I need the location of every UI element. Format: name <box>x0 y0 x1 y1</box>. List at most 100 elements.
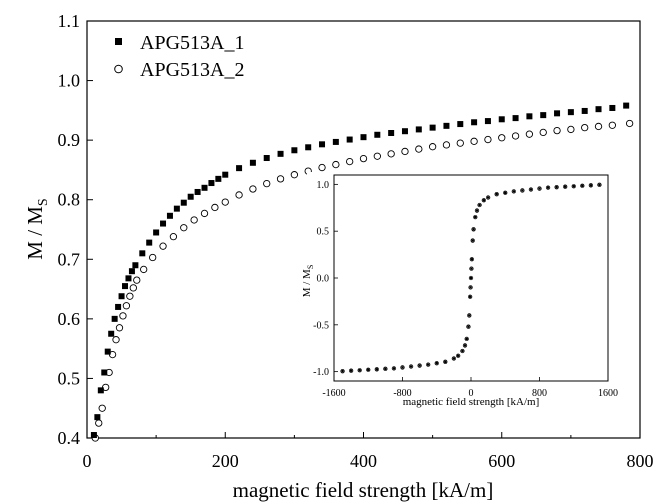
data-point-apg513a-1 <box>166 212 173 219</box>
data-point-apg513a-2 <box>122 302 131 310</box>
data-point-apg513a-1 <box>94 414 101 421</box>
data-point-apg513a-1 <box>215 175 222 182</box>
inset-data-point-square <box>482 199 486 202</box>
data-point-apg513a-1 <box>360 134 367 141</box>
data-point-apg513a-1 <box>236 165 243 172</box>
data-point-apg513a-1 <box>263 155 270 162</box>
data-point-apg513a-2 <box>211 203 219 212</box>
inset-y-tick-label: 1.0 <box>317 180 330 191</box>
data-point-apg513a-1 <box>374 131 381 138</box>
main-x-tick-label: 400 <box>350 451 377 471</box>
main-data-points <box>90 102 634 442</box>
data-point-apg513a-2 <box>387 150 395 158</box>
inset-x-tick-label: -800 <box>393 388 411 399</box>
inset-data-point-square <box>452 357 456 360</box>
main-axis-ticks: 0 200 400 600 800 0.4 0.5 0.6 0.7 0.8 0.9 1.0 1.1 <box>58 11 654 471</box>
inset-data-point-square <box>469 276 473 280</box>
inset-axis-ticks: -1600 -800 0 800 1600 -1.0 -0.5 0.0 0.5 1.0 <box>313 180 618 399</box>
inset-x-tick-label: -1600 <box>322 388 345 399</box>
data-point-apg513a-1 <box>208 180 215 187</box>
data-point-apg513a-1 <box>623 102 630 109</box>
inset-data-point-square <box>426 363 430 366</box>
inset-data-point-square <box>529 188 533 191</box>
data-point-apg513a-2 <box>332 160 340 169</box>
main-y-tick-label: 0.6 <box>58 309 81 329</box>
data-point-apg513a-2 <box>200 209 209 218</box>
data-point-apg513a-1 <box>132 262 139 269</box>
inset-data-point-square <box>341 369 344 373</box>
data-point-apg513a-2 <box>594 122 603 131</box>
inset-data-point-square <box>375 368 379 371</box>
data-point-apg513a-1 <box>104 348 111 355</box>
main-x-tick-label: 600 <box>488 451 515 471</box>
main-chart: 0 200 400 600 800 0.4 0.5 0.6 0.7 0.8 0.9 1.0 1.1 ma… <box>23 11 654 502</box>
inset-data-point-square <box>469 286 472 289</box>
data-point-apg513a-1 <box>429 124 436 131</box>
inset-x-axis-label: magnetic field strength [kA/m] <box>403 396 540 408</box>
main-x-tick-label: 200 <box>212 451 239 471</box>
main-y-tick-label: 1.0 <box>58 71 81 91</box>
data-point-apg513a-1 <box>291 147 298 154</box>
main-y-tick-label: 0.4 <box>58 428 81 448</box>
data-point-apg513a-2 <box>235 191 243 199</box>
main-y-axis-label-main: M / M <box>23 206 47 260</box>
data-point-apg513a-1 <box>443 122 450 129</box>
data-point-apg513a-2 <box>119 312 127 320</box>
inset-data-point-square <box>463 344 467 347</box>
data-point-apg513a-2 <box>415 145 423 153</box>
inset-data-point-square <box>470 267 473 270</box>
data-point-apg513a-2 <box>180 224 188 232</box>
inset-data-point-square <box>472 228 475 231</box>
data-point-apg513a-2 <box>346 157 354 166</box>
inset-data-point-square <box>468 314 471 317</box>
inset-y-axis-label-main: M / M <box>301 269 313 297</box>
main-y-axis-label-subscript: S <box>36 198 51 206</box>
data-point-apg513a-1 <box>249 159 256 166</box>
data-point-apg513a-1 <box>173 205 180 212</box>
inset-data-point-square <box>471 239 474 242</box>
data-point-apg513a-1 <box>160 220 167 227</box>
data-point-apg513a-2 <box>190 216 198 224</box>
data-point-apg513a-2 <box>149 253 157 262</box>
data-point-apg513a-2 <box>567 125 575 134</box>
data-point-apg513a-2 <box>625 119 634 128</box>
legend-marker-apg513a-2 <box>114 64 123 74</box>
data-point-apg513a-1 <box>484 118 491 125</box>
inset-chart: -1600 -800 0 800 1600 -1.0 -0.5 0.0 0.5 1.0 magne… <box>301 172 623 409</box>
data-point-apg513a-1 <box>125 275 132 282</box>
data-point-apg513a-1 <box>139 250 146 257</box>
data-point-apg513a-1 <box>332 138 339 145</box>
data-point-apg513a-1 <box>526 113 533 120</box>
inset-data-point-square <box>546 186 550 189</box>
inset-data-point-square <box>435 362 438 365</box>
data-point-apg513a-1 <box>153 229 160 236</box>
data-point-apg513a-2 <box>581 123 589 132</box>
data-point-apg513a-1 <box>180 199 187 206</box>
data-point-apg513a-2 <box>98 404 106 412</box>
data-point-apg513a-2 <box>442 141 451 149</box>
inset-data-point-square <box>401 366 404 369</box>
inset-data-point-square <box>572 185 575 188</box>
inset-data-point-square <box>474 215 477 219</box>
inset-data-point-square <box>538 187 541 190</box>
main-x-axis-label: magnetic field strength [kA/m] <box>233 478 494 502</box>
inset-data-point-square <box>486 196 490 199</box>
data-point-apg513a-2 <box>221 198 229 206</box>
data-point-apg513a-2 <box>428 143 437 151</box>
data-point-apg513a-2 <box>511 132 520 140</box>
data-point-apg513a-2 <box>263 179 271 188</box>
data-point-apg513a-1 <box>201 184 208 191</box>
inset-data-point-square <box>392 367 396 370</box>
inset-data-points <box>340 182 602 374</box>
main-y-tick-label: 0.9 <box>58 130 81 150</box>
inset-data-point-square <box>444 360 447 364</box>
data-point-apg513a-2 <box>276 175 285 183</box>
data-point-apg513a-1 <box>222 171 229 178</box>
data-point-apg513a-2 <box>169 232 178 241</box>
data-point-apg513a-2 <box>140 265 148 274</box>
inset-y-axis-label: M / MS <box>301 265 315 298</box>
inset-data-point-square <box>504 191 507 194</box>
inset-data-point-square <box>349 369 353 372</box>
inset-x-tick-label: 1600 <box>598 388 618 399</box>
